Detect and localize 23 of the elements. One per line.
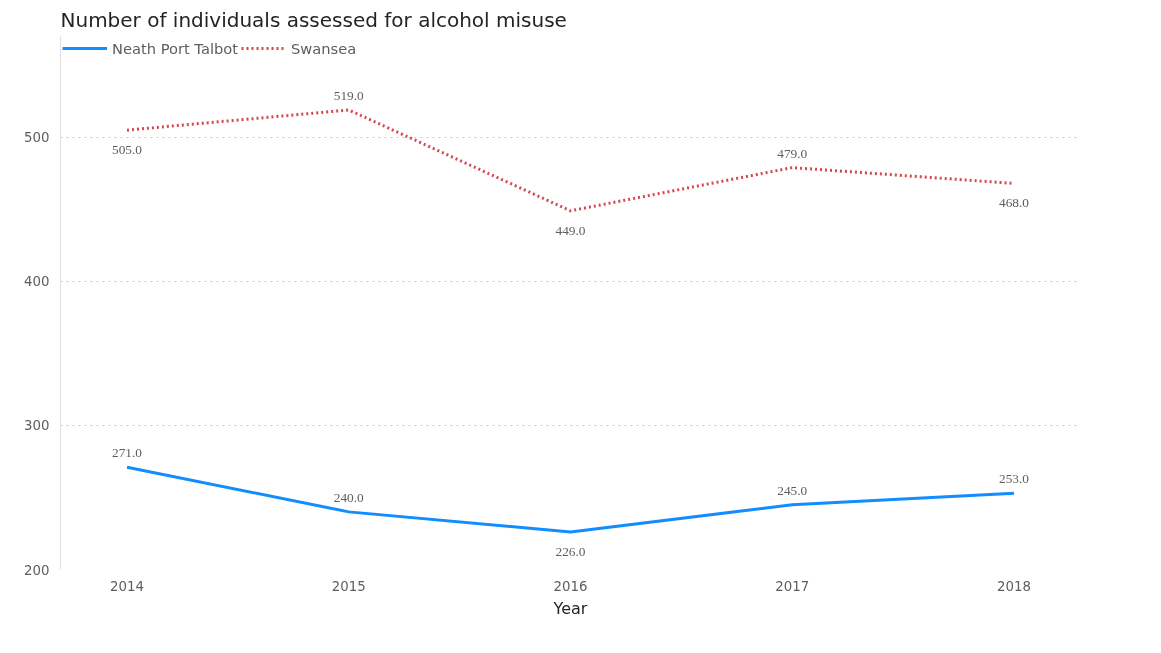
x-tick-label: 2016 xyxy=(553,578,588,594)
x-tick-label: 2015 xyxy=(331,578,366,594)
chart-title: Number of individuals assessed for alcohol misuse xyxy=(60,7,567,32)
data-label: 505.0 xyxy=(112,142,143,158)
x-tick-label: 2017 xyxy=(775,578,810,594)
x-tick-label: 2018 xyxy=(997,578,1031,594)
data-label: 253.0 xyxy=(998,471,1030,487)
data-label: 449.0 xyxy=(555,222,586,238)
data-label: 479.0 xyxy=(777,145,808,161)
data-label: 271.0 xyxy=(112,445,143,461)
x-axis-title: Year xyxy=(552,598,588,618)
data-label: 519.0 xyxy=(333,87,365,103)
y-tick-label: 400 xyxy=(24,274,50,290)
legend-label: Neath Port Talbot xyxy=(112,39,238,57)
data-label: 468.0 xyxy=(998,195,1030,211)
data-label: 245.0 xyxy=(777,482,808,498)
data-label: 240.0 xyxy=(333,489,365,505)
x-tick-label: 2014 xyxy=(110,578,144,594)
y-tick-label: 200 xyxy=(24,562,50,578)
y-tick-label: 300 xyxy=(24,418,50,434)
data-label: 226.0 xyxy=(555,544,586,560)
legend-label: Swansea xyxy=(290,39,357,57)
y-tick-label: 500 xyxy=(24,130,50,146)
